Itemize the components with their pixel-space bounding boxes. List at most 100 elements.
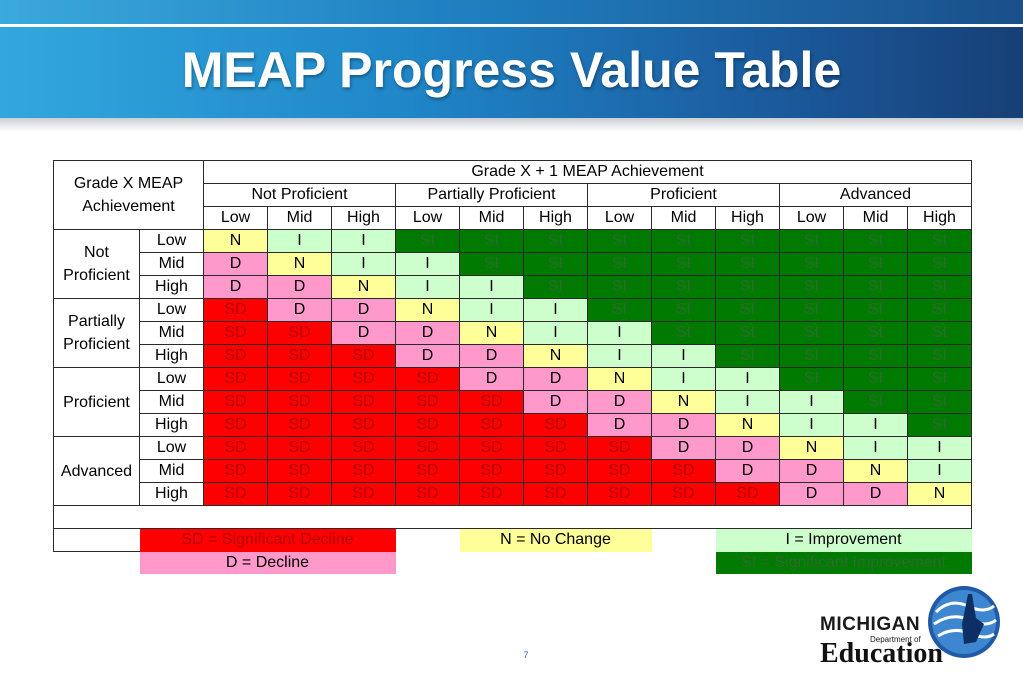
value-cell: SD	[203, 413, 268, 437]
legend-d: D = Decline	[139, 551, 396, 574]
value-cell: N	[587, 367, 652, 391]
legend-n: N = No Change	[459, 528, 652, 552]
value-cell: SI	[843, 367, 908, 391]
value-cell: SI	[843, 275, 908, 299]
column-group-header: Advanced	[779, 183, 972, 207]
legend-si: SI = Significant Improvement	[715, 551, 972, 574]
row-group-label-line: Partially	[68, 313, 125, 330]
value-cell: SD	[459, 413, 524, 437]
row-sub-label: Mid	[139, 321, 204, 345]
value-cell: SD	[331, 459, 396, 483]
value-cell: SD	[523, 413, 588, 437]
value-cell: SI	[779, 275, 844, 299]
value-cell: D	[779, 482, 844, 506]
value-cell: SD	[587, 459, 652, 483]
value-cell: SD	[267, 482, 332, 506]
value-cell: I	[395, 275, 460, 299]
column-group-header: Proficient	[587, 183, 780, 207]
table-row: Mid SD SD SD SD SD SD SD SD D D N I	[54, 459, 972, 483]
sub-level-row: Low Mid High Low Mid High Low Mid High Low Mid High	[54, 206, 972, 230]
value-cell: SD	[651, 459, 716, 483]
row-group-label-line: Advanced	[60, 462, 133, 480]
value-cell: SI	[907, 321, 972, 345]
value-cell: SD	[331, 367, 396, 391]
table-row: Not Proficient Low N I I SI SI SI SI SI SI SI SI SI	[53, 229, 972, 299]
value-cell: SD	[203, 298, 268, 322]
value-cell: SI	[651, 298, 716, 322]
value-cell: I	[523, 321, 588, 345]
table-row: Mid SD SD D D N I I SI SI SI SI SI	[54, 321, 972, 345]
value-cell: SI	[715, 344, 780, 368]
value-cell: SD	[523, 436, 588, 460]
value-cell: SD	[331, 390, 396, 414]
value-cell: D	[651, 413, 716, 437]
value-cell: SI	[715, 298, 780, 322]
value-cell: SI	[715, 321, 780, 345]
top-strip	[0, 0, 1023, 24]
value-cell: N	[907, 482, 972, 506]
michigan-education-logo: MICHIGAN Department of Education	[818, 584, 1008, 669]
legend-blank	[396, 529, 460, 552]
value-cell: SD	[459, 459, 524, 483]
value-cell: I	[587, 344, 652, 368]
row-sub-label: Mid	[139, 390, 204, 414]
legend-blank	[54, 552, 140, 575]
value-cell: SI	[843, 390, 908, 414]
banner-shadow	[0, 118, 1023, 132]
value-cell: SI	[587, 229, 652, 253]
value-cell: I	[523, 298, 588, 322]
value-cell: SD	[523, 459, 588, 483]
legend-sd: SD = Significant Decline	[139, 528, 396, 552]
value-cell: SD	[331, 344, 396, 368]
row-sub-label: High	[139, 275, 204, 299]
value-cell: SD	[715, 482, 780, 506]
value-cell: I	[843, 436, 908, 460]
row-group-label-line: Proficient	[63, 267, 130, 284]
spacer-row	[53, 505, 972, 529]
value-cell: SI	[587, 252, 652, 276]
table-row: Advanced Low SD SD SD SD SD SD SD D D N I I	[53, 436, 972, 506]
value-cell: D	[523, 367, 588, 391]
row-sub-label: Low	[139, 298, 204, 322]
value-cell: SD	[459, 436, 524, 460]
value-cell: SI	[907, 252, 972, 276]
row-sub-label: Mid	[139, 252, 204, 276]
value-cell: N	[715, 413, 780, 437]
table-row: Proficient Low SD SD SD SD D D N I I SI SI SI	[53, 367, 972, 437]
value-cell: SI	[459, 229, 524, 253]
value-cell: SI	[907, 413, 972, 437]
value-cell: SI	[907, 344, 972, 368]
value-cell: I	[715, 390, 780, 414]
slide-title: MEAP Progress Value Table	[181, 42, 842, 98]
value-cell: SD	[395, 413, 460, 437]
value-cell: N	[843, 459, 908, 483]
divider	[0, 24, 1023, 27]
value-cell: I	[907, 459, 972, 483]
value-cell: SD	[203, 459, 268, 483]
value-cell: D	[779, 459, 844, 483]
row-group-label: Not Proficient	[53, 229, 140, 299]
value-cell: D	[715, 459, 780, 483]
column-sub-header: High	[331, 206, 396, 230]
column-sub-header: Mid	[459, 206, 524, 230]
value-cell: N	[651, 390, 716, 414]
value-cell: D	[843, 482, 908, 506]
column-sub-header: High	[715, 206, 780, 230]
column-group-header: Not Proficient	[203, 183, 396, 207]
value-cell: SD	[587, 436, 652, 460]
value-cell: N	[523, 344, 588, 368]
legend-i: I = Improvement	[715, 528, 972, 552]
value-cell: I	[779, 413, 844, 437]
value-cell: I	[843, 413, 908, 437]
value-cell: SI	[715, 229, 780, 253]
value-cell: I	[907, 436, 972, 460]
column-sub-header: Low	[779, 206, 844, 230]
page-number: 7	[523, 650, 529, 660]
value-cell: SD	[203, 390, 268, 414]
value-cell: N	[331, 275, 396, 299]
row-sub-label: High	[139, 344, 204, 368]
logo-education: Education	[820, 638, 943, 669]
header-row: Grade X MEAP Achievement Grade X + 1 MEAP …	[53, 160, 972, 230]
value-cell: D	[587, 413, 652, 437]
value-cell: I	[459, 298, 524, 322]
